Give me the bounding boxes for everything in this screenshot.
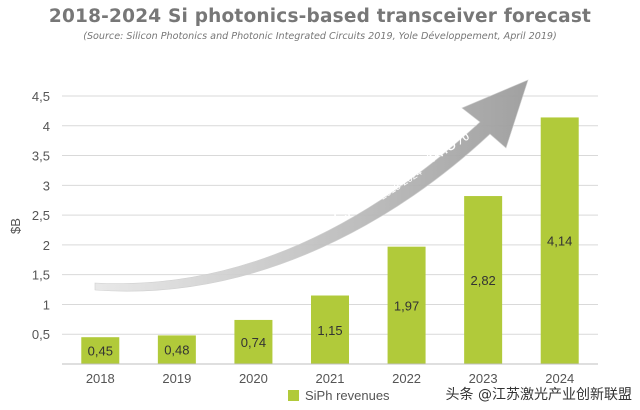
watermark: 头条 @江苏激光产业创新联盟	[445, 387, 632, 403]
legend-label: SiPh revenues	[305, 388, 390, 403]
y-tick-label: 3	[43, 178, 50, 193]
y-tick-label: 2,5	[32, 208, 50, 223]
data-label: 1,97	[394, 298, 419, 313]
x-tick-label: 2020	[239, 371, 268, 386]
data-label: 4,14	[547, 234, 572, 249]
y-tick-label: 2	[43, 238, 50, 253]
bar	[540, 117, 579, 364]
x-tick-label: 2021	[316, 371, 345, 386]
legend-swatch	[288, 390, 299, 401]
data-label: 1,15	[317, 323, 342, 338]
x-tick-label: 2022	[392, 371, 421, 386]
data-label: 2,82	[470, 273, 495, 288]
chart-title: 2018-2024 Si photonics-based transceiver…	[48, 6, 592, 27]
bar	[387, 246, 426, 364]
chart-subtitle: (Source: Silicon Photonics and Photonic …	[83, 31, 557, 42]
y-axis-label: $B	[8, 218, 23, 234]
cagr-arrow-shape	[94, 79, 529, 292]
bar	[464, 196, 503, 364]
y-tick-label: 1,5	[32, 268, 50, 283]
y-tick-label: 3,5	[32, 149, 50, 164]
bar	[234, 319, 273, 364]
data-label: 0,74	[241, 335, 266, 350]
y-tick-label: 4,5	[32, 89, 50, 104]
bar	[81, 337, 120, 364]
bar	[311, 295, 349, 364]
cagr-annotation: CAGR2018-2024: 44.5%	[329, 125, 474, 230]
data-label: 0,45	[88, 344, 113, 359]
bar	[157, 335, 196, 364]
y-tick-label: 0,5	[32, 327, 50, 342]
x-tick-label: 2024	[545, 371, 574, 386]
x-tick-label: 2023	[469, 371, 498, 386]
x-tick-label: 2019	[162, 371, 191, 386]
x-tick-label: 2018	[86, 371, 115, 386]
y-tick-label: 1	[43, 297, 50, 312]
data-label: 0,48	[164, 343, 189, 358]
y-tick-label: 4	[43, 119, 50, 134]
legend: SiPh revenues	[288, 388, 390, 403]
